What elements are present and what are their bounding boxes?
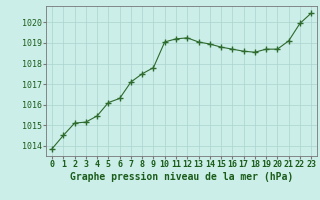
X-axis label: Graphe pression niveau de la mer (hPa): Graphe pression niveau de la mer (hPa)	[70, 172, 293, 182]
